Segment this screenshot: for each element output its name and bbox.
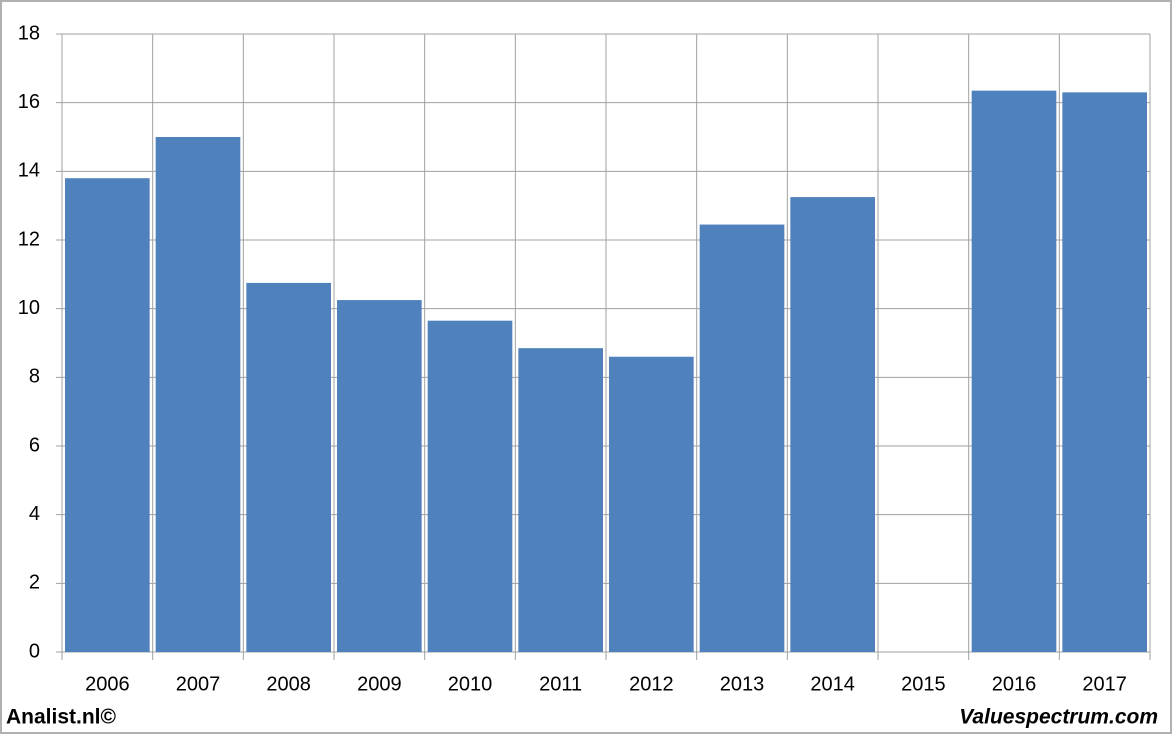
x-tick-label: 2014	[810, 673, 855, 695]
x-tick-label: 2017	[1082, 673, 1127, 695]
y-tick-label: 16	[18, 91, 40, 113]
x-tick-label: 2015	[901, 673, 946, 695]
bar	[65, 178, 150, 652]
bar	[971, 90, 1057, 652]
bar	[699, 224, 785, 653]
bar	[155, 137, 241, 652]
x-tick-label: 2006	[85, 673, 130, 695]
bar	[609, 356, 694, 652]
y-tick-label: 12	[18, 228, 40, 250]
y-tick-label: 2	[29, 572, 40, 594]
y-tick-label: 4	[29, 503, 40, 525]
y-tick-label: 18	[18, 22, 40, 44]
x-tick-label: 2007	[176, 673, 221, 695]
x-tick-label: 2008	[266, 673, 311, 695]
x-tick-label: 2010	[448, 673, 493, 695]
x-tick-label: 2012	[629, 673, 674, 695]
x-tick-label: 2011	[539, 673, 582, 695]
bar	[427, 320, 513, 652]
y-tick-label: 0	[29, 640, 40, 662]
source-right: Valuespectrum.com	[959, 706, 1158, 729]
x-tick-label: 2013	[720, 673, 765, 695]
y-tick-label: 14	[18, 160, 40, 182]
bar	[1062, 92, 1147, 652]
y-tick-label: 8	[29, 366, 40, 388]
y-tick-label: 10	[18, 297, 40, 319]
bar	[246, 282, 331, 652]
x-tick-label: 2009	[357, 673, 402, 695]
y-tick-label: 6	[29, 434, 40, 456]
bar	[790, 197, 875, 653]
bar	[337, 300, 422, 652]
source-left: Analist.nl©	[6, 706, 117, 729]
bar	[518, 348, 603, 652]
x-tick-label: 2016	[992, 673, 1037, 695]
